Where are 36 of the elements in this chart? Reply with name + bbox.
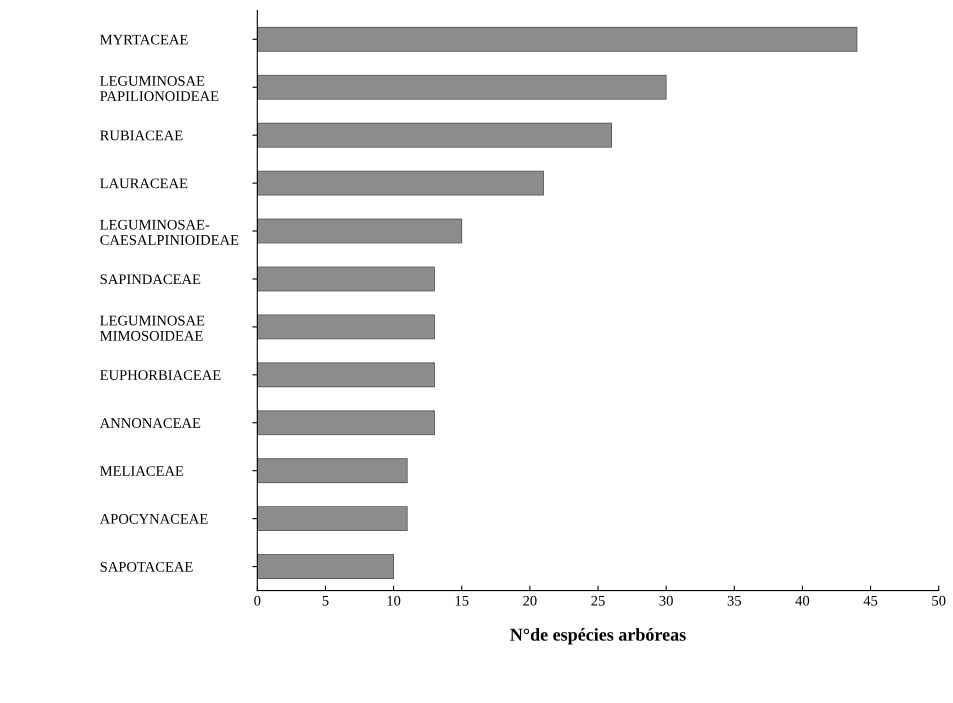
bar <box>257 458 408 484</box>
y-tick-label: RUBIACEAE <box>100 130 182 140</box>
bar <box>257 26 858 52</box>
y-tick-label: LAURACEAE <box>100 178 188 188</box>
bar <box>257 170 544 196</box>
x-tick-label: 15 <box>456 596 468 606</box>
x-tick-label: 50 <box>932 596 946 606</box>
x-tick-label: 20 <box>523 596 537 606</box>
y-tick-label: SAPINDACEAE <box>100 274 200 284</box>
x-tick-label: 25 <box>591 596 605 606</box>
x-tick-label: 45 <box>864 596 878 606</box>
x-tick-label: 30 <box>660 596 673 606</box>
bar <box>257 362 435 388</box>
y-tick-label: MYRTACEAE <box>100 34 188 45</box>
x-tick-label: 35 <box>728 596 742 606</box>
bar <box>257 218 462 244</box>
bar <box>257 266 435 292</box>
y-tick-label: EUPHORBIACEAE <box>100 370 220 380</box>
y-tick-label: LEGUMINOSAE PAPILIONOIDEAE <box>100 76 218 102</box>
y-tick-label: LEGUMINOSAE- CAESALPINIOIDEAE <box>100 220 238 245</box>
bar <box>257 410 435 436</box>
x-tick-label: 40 <box>795 596 810 606</box>
bar <box>257 506 408 532</box>
y-tick-label: APOCYNACEAE <box>100 514 208 524</box>
y-tick-label: MELIACEAE <box>100 466 184 476</box>
bar <box>257 122 612 148</box>
bar <box>257 314 435 340</box>
x-tick-label: 0 <box>254 596 260 606</box>
bar <box>257 74 667 100</box>
y-tick-label: SAPOTACEAE <box>100 562 193 572</box>
x-tick-label: 5 <box>322 596 329 606</box>
bar <box>257 554 394 579</box>
y-tick-label: ANNONACEAE <box>100 418 200 428</box>
x-tick-label: 10 <box>388 596 400 606</box>
x-axis-title: N°de espécies arbóreas <box>510 628 686 644</box>
y-tick-label: LEGUMINOSAE MIMOSOIDEAE <box>100 316 204 341</box>
